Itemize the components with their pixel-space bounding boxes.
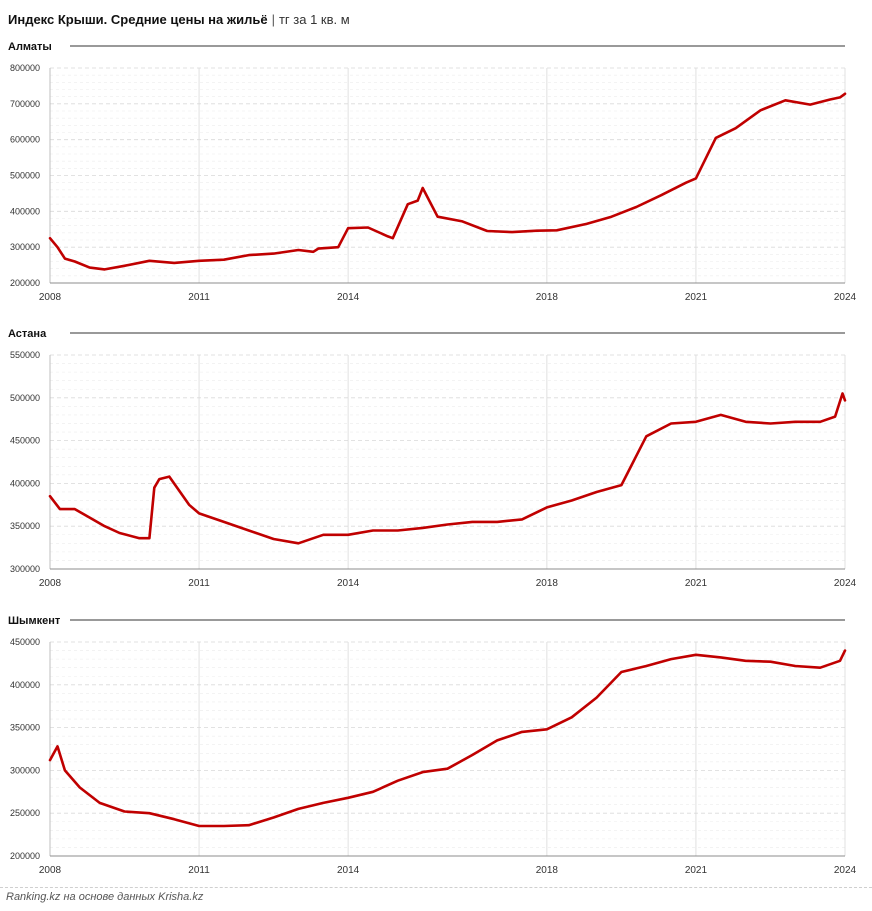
panel-title: Шымкент [8, 615, 61, 627]
y-tick-label: 500000 [10, 171, 40, 181]
y-tick-label: 300000 [10, 765, 40, 775]
series-line [48, 92, 847, 271]
x-tick-label: 2014 [337, 865, 360, 876]
y-tick-label: 200000 [10, 278, 40, 288]
series-line [48, 392, 847, 545]
x-tick-label: 2008 [39, 578, 62, 589]
series-line [48, 649, 847, 828]
chart-title-separator: | [271, 12, 275, 27]
y-tick-label: 800000 [10, 63, 40, 73]
x-tick-label: 2018 [536, 865, 559, 876]
x-tick-label: 2021 [685, 578, 708, 589]
x-tick-label: 2018 [536, 292, 559, 303]
y-tick-label: 200000 [10, 851, 40, 861]
footer-divider [0, 887, 872, 888]
y-tick-label: 550000 [10, 350, 40, 360]
chart-title: Индекс Крыши. Средние цены на жильё | тг з… [8, 12, 350, 27]
x-tick-label: 2008 [39, 292, 62, 303]
y-tick-label: 450000 [10, 637, 40, 647]
y-tick-label: 400000 [10, 206, 40, 216]
x-tick-label: 2014 [337, 578, 360, 589]
y-tick-label: 250000 [10, 808, 40, 818]
x-tick-label: 2011 [188, 292, 210, 303]
y-tick-label: 300000 [10, 564, 40, 574]
x-tick-label: 2008 [39, 865, 62, 876]
y-tick-label: 350000 [10, 521, 40, 531]
x-tick-label: 2014 [337, 292, 360, 303]
x-tick-label: 2021 [685, 292, 708, 303]
y-tick-label: 400000 [10, 680, 40, 690]
x-tick-label: 2011 [188, 865, 210, 876]
y-tick-label: 300000 [10, 242, 40, 252]
y-tick-label: 500000 [10, 393, 40, 403]
x-tick-label: 2024 [834, 865, 857, 876]
y-tick-label: 350000 [10, 723, 40, 733]
x-tick-label: 2021 [685, 865, 708, 876]
source-note: Ranking.kz на основе данных Krisha.kz [6, 891, 204, 903]
y-tick-label: 700000 [10, 99, 40, 109]
x-tick-label: 2024 [834, 578, 857, 589]
chart-title-main: Индекс Крыши. Средние цены на жильё [8, 12, 268, 27]
y-tick-label: 400000 [10, 478, 40, 488]
y-tick-label: 450000 [10, 436, 40, 446]
panel-title: Астана [8, 328, 47, 340]
panel-title: Алматы [8, 41, 52, 53]
x-tick-label: 2018 [536, 578, 559, 589]
x-tick-label: 2011 [188, 578, 210, 589]
y-tick-label: 600000 [10, 135, 40, 145]
x-tick-label: 2024 [834, 292, 857, 303]
chart-title-unit: тг за 1 кв. м [278, 12, 350, 27]
